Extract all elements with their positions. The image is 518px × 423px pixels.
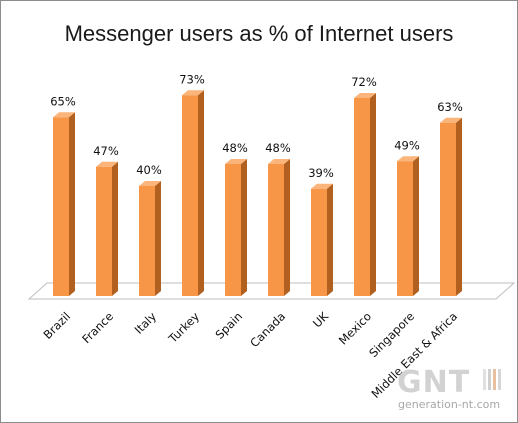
bar-top bbox=[397, 156, 419, 162]
data-label: 72% bbox=[351, 75, 377, 89]
data-label: 48% bbox=[222, 141, 248, 155]
data-label: 40% bbox=[136, 163, 162, 177]
bar-side bbox=[284, 159, 290, 296]
bars bbox=[53, 90, 462, 296]
bar-top bbox=[182, 90, 204, 96]
x-tick-label: UK bbox=[310, 309, 332, 331]
bar-side bbox=[413, 156, 419, 296]
x-tick-label: Turkey bbox=[165, 309, 202, 346]
watermark-bars-icon bbox=[483, 369, 501, 390]
x-tick-label: Canada bbox=[247, 309, 288, 350]
bar bbox=[354, 93, 376, 296]
data-label: 49% bbox=[394, 138, 420, 152]
bar bbox=[268, 159, 290, 296]
bar-top bbox=[53, 112, 75, 118]
x-tick-label: Mexico bbox=[336, 309, 374, 347]
bar-top bbox=[225, 159, 247, 164]
bar bbox=[225, 159, 247, 296]
bar-side bbox=[155, 181, 161, 296]
bar-front bbox=[139, 186, 155, 296]
bar-top bbox=[354, 93, 376, 98]
data-label: 47% bbox=[93, 144, 119, 158]
bar bbox=[440, 117, 462, 296]
bar-top bbox=[440, 117, 462, 123]
bar-side bbox=[241, 159, 247, 296]
bar-side bbox=[370, 93, 376, 296]
bar bbox=[96, 161, 118, 296]
bar bbox=[139, 181, 161, 296]
bar bbox=[53, 112, 75, 296]
watermark-site-text: generation-nt.com bbox=[398, 398, 500, 411]
data-label: 65% bbox=[50, 94, 76, 108]
bar-side bbox=[112, 161, 118, 296]
bar-front bbox=[53, 117, 69, 296]
chart-title: Messenger users as % of Internet users bbox=[65, 21, 454, 46]
data-label: 63% bbox=[437, 100, 463, 114]
x-tick-label: Spain bbox=[212, 309, 245, 342]
bar bbox=[397, 156, 419, 296]
bar-side bbox=[456, 117, 462, 296]
x-tick-label: Italy bbox=[132, 309, 160, 337]
bar bbox=[182, 90, 204, 296]
bar-top bbox=[139, 181, 161, 186]
data-label: 73% bbox=[179, 72, 205, 86]
bar-front bbox=[311, 188, 327, 296]
watermark-logo: GNT generation-nt.com bbox=[397, 365, 501, 411]
bar-top bbox=[96, 161, 118, 167]
watermark-logo-text: GNT bbox=[397, 365, 470, 400]
bar-front bbox=[96, 166, 112, 296]
bar-front bbox=[225, 164, 241, 296]
bar-side bbox=[327, 183, 333, 296]
bar-front bbox=[397, 161, 413, 296]
bar bbox=[311, 183, 333, 296]
bar-front bbox=[268, 164, 284, 296]
bar-front bbox=[354, 98, 370, 296]
data-label: 48% bbox=[265, 141, 291, 155]
bar-side bbox=[198, 90, 204, 296]
x-tick-label: Brazil bbox=[41, 309, 74, 342]
bar-front bbox=[440, 122, 456, 296]
bar-top bbox=[311, 183, 333, 189]
x-tick-label: France bbox=[79, 309, 116, 346]
bar-side bbox=[69, 112, 75, 296]
data-labels: 65% 47% 40% 73% 48% 48% 39% 72% 49% 63% bbox=[50, 72, 463, 180]
data-label: 39% bbox=[308, 166, 334, 180]
bar-front bbox=[182, 95, 198, 296]
bar-top bbox=[268, 159, 290, 164]
